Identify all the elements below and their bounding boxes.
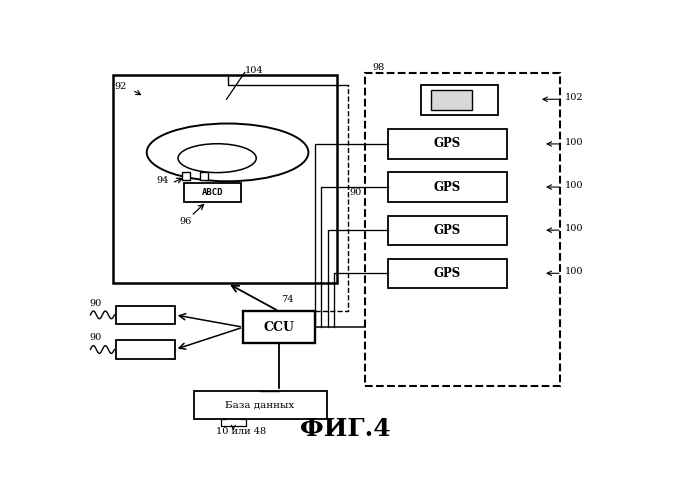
Text: GPS: GPS — [433, 267, 461, 280]
Text: 100: 100 — [565, 180, 583, 190]
Text: 90: 90 — [349, 188, 361, 198]
FancyBboxPatch shape — [116, 306, 175, 324]
Text: 104: 104 — [245, 66, 263, 76]
Text: GPS: GPS — [433, 138, 461, 150]
FancyBboxPatch shape — [388, 258, 507, 288]
Text: База данных: База данных — [225, 400, 295, 409]
FancyBboxPatch shape — [388, 172, 507, 202]
FancyBboxPatch shape — [388, 216, 507, 245]
Text: 100: 100 — [565, 138, 583, 146]
FancyBboxPatch shape — [388, 130, 507, 158]
Text: 92: 92 — [114, 82, 127, 90]
FancyBboxPatch shape — [200, 172, 208, 180]
FancyBboxPatch shape — [184, 183, 241, 202]
Text: CCU: CCU — [264, 320, 295, 334]
FancyBboxPatch shape — [113, 76, 337, 284]
Text: ФИГ.4: ФИГ.4 — [299, 417, 390, 441]
Text: 100: 100 — [565, 224, 583, 232]
Text: 100: 100 — [565, 267, 583, 276]
FancyBboxPatch shape — [182, 172, 190, 180]
Text: ABCD: ABCD — [202, 188, 223, 197]
Text: 96: 96 — [179, 217, 191, 226]
Text: GPS: GPS — [433, 180, 461, 194]
FancyBboxPatch shape — [365, 72, 561, 386]
Text: 10 или 48: 10 или 48 — [215, 426, 266, 436]
Text: 94: 94 — [156, 176, 168, 185]
Text: 74: 74 — [281, 295, 294, 304]
FancyBboxPatch shape — [194, 391, 326, 419]
Text: 90: 90 — [90, 334, 102, 342]
Text: 98: 98 — [372, 63, 384, 72]
Text: 102: 102 — [565, 93, 583, 102]
Text: GPS: GPS — [433, 224, 461, 236]
FancyBboxPatch shape — [243, 312, 315, 343]
FancyBboxPatch shape — [431, 90, 472, 110]
FancyBboxPatch shape — [421, 84, 498, 114]
Text: 90: 90 — [90, 299, 102, 308]
FancyBboxPatch shape — [116, 340, 175, 359]
